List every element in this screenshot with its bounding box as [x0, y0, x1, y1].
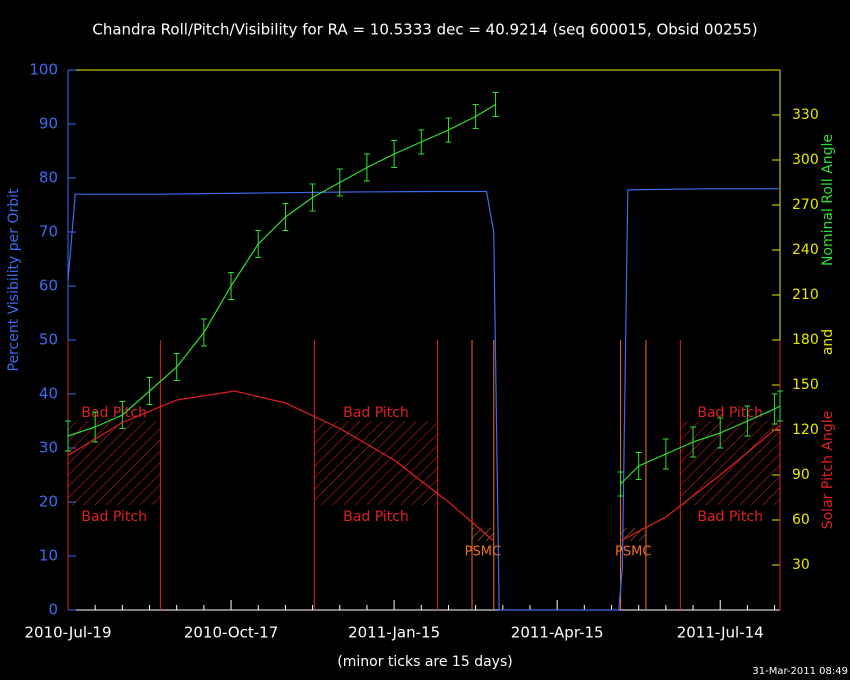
- error-bar: [662, 438, 669, 470]
- error-bar: [119, 401, 126, 429]
- error-bar: [200, 318, 207, 347]
- region-hatch: [314, 421, 438, 505]
- error-bar: [744, 405, 751, 437]
- series-line: [67, 188, 780, 611]
- region-label: Bad Pitch: [697, 405, 763, 421]
- error-bar: [690, 426, 697, 458]
- y-tick-label: 90: [39, 115, 58, 133]
- y2-tick-label: 330: [792, 107, 819, 123]
- x-tick-label: 2010-Jul-19: [24, 624, 111, 642]
- region-label: Bad Pitch: [697, 509, 763, 525]
- y-tick-label: 20: [39, 493, 58, 511]
- series-line: [67, 390, 781, 542]
- y-axis-label: Percent Visibility per Orbit: [6, 188, 22, 372]
- error-bar: [391, 140, 398, 168]
- y2-tick-label: 210: [792, 287, 819, 303]
- y2-tick-label: 30: [792, 557, 810, 573]
- timestamp: 31-Mar-2011 08:49: [752, 666, 848, 677]
- error-bar: [309, 183, 316, 212]
- region-label: Bad Pitch: [343, 509, 409, 525]
- error-bar: [445, 117, 452, 143]
- error-bar: [282, 203, 289, 231]
- x-tick-label: 2011-Apr-15: [511, 624, 604, 642]
- y-tick-label: 70: [39, 223, 58, 241]
- region-hatch: [472, 527, 494, 541]
- x-tick-label: 2011-Jul-14: [677, 624, 764, 642]
- error-bar: [492, 92, 499, 117]
- x-tick-label: 2011-Jan-15: [348, 624, 440, 642]
- y2-tick-label: 60: [792, 512, 810, 528]
- y-tick-label: 50: [39, 331, 58, 349]
- error-bar: [617, 471, 624, 497]
- y-tick-label: 10: [39, 547, 58, 565]
- y2-tick-label: 150: [792, 377, 819, 393]
- y-tick-label: 100: [29, 61, 58, 79]
- region-hatch: [68, 421, 161, 505]
- region-hatch: [680, 421, 780, 505]
- x-tick-label: 2010-Oct-17: [184, 624, 278, 642]
- error-bar: [255, 230, 262, 258]
- y2-tick-label: 240: [792, 242, 819, 258]
- y2-tick-label: 300: [792, 152, 819, 168]
- x-axis-label: (minor ticks are 15 days): [337, 654, 512, 670]
- y2-axis-label: Solar Pitch Angle: [820, 411, 836, 530]
- region-label: Bad Pitch: [343, 405, 409, 421]
- y2-tick-label: 180: [792, 332, 819, 348]
- y-tick-label: 40: [39, 385, 58, 403]
- y2-tick-label: 120: [792, 422, 819, 438]
- chart-title: Chandra Roll/Pitch/Visibility for RA = 1…: [92, 21, 757, 39]
- error-bar: [173, 353, 180, 381]
- y-tick-label: 80: [39, 169, 58, 187]
- error-bar: [472, 104, 479, 129]
- region-label: Bad Pitch: [81, 405, 147, 421]
- error-bar: [418, 129, 425, 155]
- error-bar: [777, 390, 783, 422]
- error-bar: [146, 377, 153, 405]
- region-label: PSMC: [615, 545, 651, 560]
- y-tick-label: 30: [39, 439, 58, 457]
- error-bar: [65, 420, 71, 452]
- error-bar: [635, 452, 642, 480]
- region-label: Bad Pitch: [81, 509, 147, 525]
- region-label: PSMC: [465, 545, 501, 560]
- error-bar: [771, 393, 778, 425]
- y2-tick-label: 270: [792, 197, 819, 213]
- error-bar: [717, 417, 724, 449]
- y2-tick-label: 90: [792, 467, 810, 483]
- y-tick-label: 0: [48, 601, 58, 619]
- y2-axis-label: Nominal Roll Angle: [820, 134, 836, 266]
- y-tick-label: 60: [39, 277, 58, 295]
- error-bar: [92, 411, 99, 443]
- y2-axis-label: and: [820, 329, 836, 355]
- error-bar: [336, 168, 343, 197]
- error-bar: [228, 272, 235, 300]
- error-bar: [363, 153, 370, 182]
